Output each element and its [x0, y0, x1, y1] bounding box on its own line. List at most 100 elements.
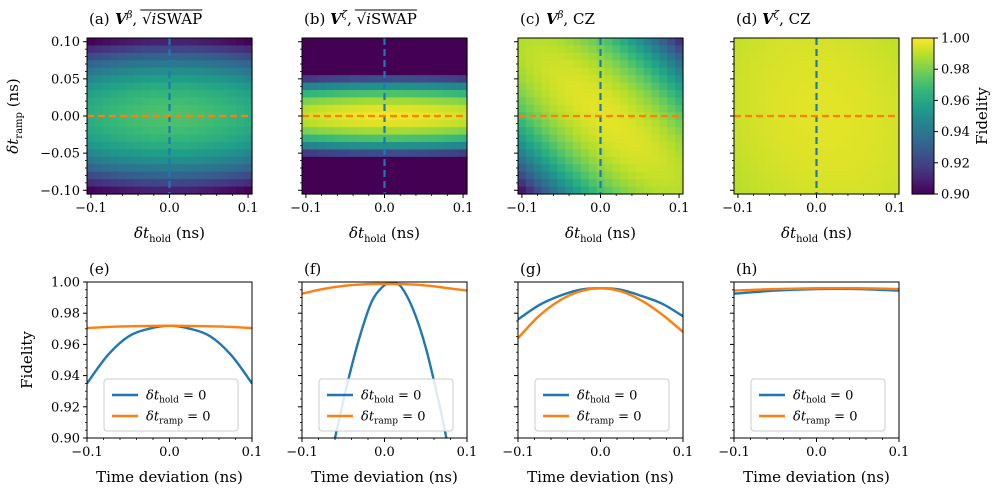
- heatmap-cell: [388, 67, 397, 76]
- heatmap-cell: [820, 82, 829, 91]
- heatmap-cell: [859, 52, 869, 61]
- heatmap-cell: [820, 186, 829, 195]
- heatmap-cell: [302, 142, 311, 151]
- heatmap-cell: [189, 67, 198, 76]
- heatmap-cell: [580, 45, 590, 54]
- x-tick-label: 0.0: [159, 201, 180, 216]
- heatmap-cell: [667, 82, 676, 91]
- heatmap-cell: [518, 97, 527, 106]
- heatmap-cell: [851, 164, 861, 173]
- heatmap-cell: [789, 52, 798, 61]
- heatmap-cell: [875, 52, 884, 61]
- heatmap-cell: [675, 112, 684, 121]
- heatmap-cell: [325, 67, 335, 76]
- heatmap-cell: [883, 171, 892, 180]
- heatmap-cell: [533, 156, 543, 165]
- heatmap-cell: [844, 186, 853, 195]
- colorbar-segment: [912, 183, 934, 187]
- heatmap-cell: [197, 45, 206, 54]
- heatmap-cell: [302, 97, 311, 106]
- heatmap-cell: [789, 60, 798, 69]
- heatmap-cell: [749, 164, 759, 173]
- heatmap-cell: [883, 45, 892, 54]
- heatmap-cell: [157, 82, 167, 91]
- heatmap-cell: [549, 149, 558, 158]
- heatmap-cell: [749, 75, 759, 84]
- colorbar-segment: [912, 123, 934, 127]
- heatmap-cell: [867, 90, 877, 99]
- heatmap-cell: [580, 186, 590, 195]
- heatmap-cell: [134, 134, 143, 143]
- heatmap-cell: [341, 82, 350, 91]
- heatmap-cell: [675, 134, 684, 143]
- heatmap-cell: [309, 38, 319, 47]
- heatmap-cell: [525, 60, 535, 69]
- heatmap-cell: [87, 156, 96, 165]
- heatmap-cell: [588, 149, 598, 158]
- heatmap-cell: [173, 52, 182, 61]
- heatmap-cell: [309, 142, 319, 151]
- heatmap-cell: [181, 75, 190, 84]
- heatmap-cell: [580, 149, 590, 158]
- heatmap-cell: [94, 119, 104, 128]
- heatmap-cell: [357, 38, 366, 47]
- heatmap-cell: [459, 52, 468, 61]
- heatmap-cell: [820, 52, 829, 61]
- heatmap-cell: [781, 149, 790, 158]
- heatmap-cell: [580, 156, 590, 165]
- heatmap-cell: [851, 142, 861, 151]
- heatmap-cell: [364, 75, 374, 84]
- heatmap-cell: [181, 67, 190, 76]
- heatmap-cell: [883, 127, 892, 136]
- heatmap-cell: [773, 104, 782, 113]
- heatmap-cell: [891, 127, 900, 136]
- heatmap-cell: [651, 75, 661, 84]
- heatmap-cell: [126, 134, 135, 143]
- heatmap-cell: [396, 164, 405, 173]
- heatmap-cell: [541, 90, 551, 99]
- heatmap-cell: [443, 52, 452, 61]
- heatmap-cell: [197, 127, 206, 136]
- heatmap-cell: [867, 179, 877, 188]
- heatmap-cell: [110, 52, 120, 61]
- heatmap-cell: [228, 119, 237, 128]
- heatmap-cell: [867, 127, 877, 136]
- heatmap-cell: [220, 38, 230, 47]
- heatmap-cell: [126, 112, 135, 121]
- heatmap-cell: [891, 142, 900, 151]
- heatmap-cell: [675, 127, 684, 136]
- colorbar-tick-label: 1.00: [941, 32, 970, 47]
- heatmap-cell: [518, 149, 527, 158]
- heatmap-cell: [372, 104, 382, 113]
- heatmap-cell: [244, 134, 253, 143]
- heatmap-cell: [620, 67, 629, 76]
- x-axis-label: Time deviation (ns): [743, 468, 890, 486]
- heatmap-cell: [419, 179, 429, 188]
- heatmap-cell: [302, 156, 311, 165]
- heatmap-cell: [302, 149, 311, 158]
- heatmap-cell: [325, 60, 335, 69]
- heatmap-cell: [142, 104, 151, 113]
- heatmap-cell: [565, 186, 574, 195]
- heatmap-cell: [404, 127, 413, 136]
- heatmap-cell: [549, 104, 558, 113]
- series-line-ramp: [87, 324, 252, 330]
- heatmap-cell: [349, 179, 358, 188]
- heatmap-cell: [412, 134, 421, 143]
- heatmap-cell: [197, 119, 206, 128]
- heatmap-cell: [741, 142, 751, 151]
- x-tick-label: −0.1: [71, 445, 103, 460]
- heatmap-cell: [867, 156, 877, 165]
- heatmap-cell: [435, 97, 445, 106]
- heatmap-cell: [228, 52, 237, 61]
- heatmap-cell: [867, 45, 877, 54]
- heatmap-cell: [309, 156, 319, 165]
- heatmap-cell: [757, 104, 767, 113]
- heatmap-cell: [659, 134, 668, 143]
- heatmap-cell: [812, 97, 822, 106]
- heatmap-cell: [565, 52, 574, 61]
- heatmap-cell: [836, 90, 845, 99]
- heatmap-cell: [212, 45, 222, 54]
